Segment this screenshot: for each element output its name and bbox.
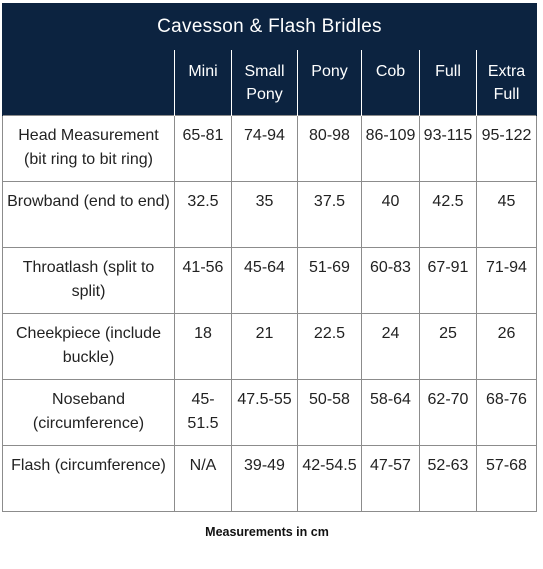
table-cell: N/A: [174, 445, 232, 512]
header-row: Mini Small Pony Pony Cob Full Extra Full: [2, 49, 537, 116]
table-cell: 62-70: [419, 379, 477, 446]
table-cell: 93-115: [419, 115, 477, 182]
row-label: Cheekpiece (include buckle): [2, 313, 175, 380]
table-cell: 26: [476, 313, 537, 380]
table-cell: 65-81: [174, 115, 232, 182]
table-cell: 35: [231, 181, 298, 248]
table-cell: 67-91: [419, 247, 477, 314]
row-label: Flash (circumference): [2, 445, 175, 512]
column-header-extra-full: Extra Full: [476, 49, 537, 116]
table-cell: 95-122: [476, 115, 537, 182]
column-header-pony: Pony: [297, 49, 362, 116]
table-cell: 45: [476, 181, 537, 248]
table-cell: 42.5: [419, 181, 477, 248]
table-cell: 60-83: [361, 247, 420, 314]
table-row-cheekpiece: Cheekpiece (include buckle) 18 21 22.5 2…: [2, 313, 537, 380]
table-cell: 74-94: [231, 115, 298, 182]
table-cell: 71-94: [476, 247, 537, 314]
row-label: Noseband (circumference): [2, 379, 175, 446]
table-row-browband: Browband (end to end) 32.5 35 37.5 40 42…: [2, 181, 537, 248]
sizing-table-container: Cavesson & Flash Bridles Mini Small Pony…: [2, 3, 537, 512]
table-cell: 39-49: [231, 445, 298, 512]
table-cell: 45-64: [231, 247, 298, 314]
column-header-small-pony: Small Pony: [231, 49, 298, 116]
table-cell: 22.5: [297, 313, 362, 380]
table-cell: 25: [419, 313, 477, 380]
table-row-throatlash: Throatlash (split to split) 41-56 45-64 …: [2, 247, 537, 314]
header-corner: [2, 49, 175, 116]
row-label: Head Measurement (bit ring to bit ring): [2, 115, 175, 182]
table-cell: 41-56: [174, 247, 232, 314]
table-row-head-measurement: Head Measurement (bit ring to bit ring) …: [2, 115, 537, 182]
table-cell: 51-69: [297, 247, 362, 314]
table-cell: 52-63: [419, 445, 477, 512]
column-header-cob: Cob: [361, 49, 420, 116]
table-cell: 24: [361, 313, 420, 380]
table-row-flash: Flash (circumference) N/A 39-49 42-54.5 …: [2, 445, 537, 512]
row-label: Throatlash (split to split): [2, 247, 175, 314]
table-cell: 42-54.5: [297, 445, 362, 512]
column-header-full: Full: [419, 49, 477, 116]
row-label: Browband (end to end): [2, 181, 175, 248]
table-cell: 47-57: [361, 445, 420, 512]
table-cell: 58-64: [361, 379, 420, 446]
table-cell: 18: [174, 313, 232, 380]
table-cell: 21: [231, 313, 298, 380]
table-cell: 86-109: [361, 115, 420, 182]
table-cell: 45-51.5: [174, 379, 232, 446]
table-title: Cavesson & Flash Bridles: [2, 3, 537, 50]
table-cell: 50-58: [297, 379, 362, 446]
table-cell: 57-68: [476, 445, 537, 512]
table-row-noseband: Noseband (circumference) 45-51.5 47.5-55…: [2, 379, 537, 446]
table-cell: 32.5: [174, 181, 232, 248]
table-cell: 80-98: [297, 115, 362, 182]
sizing-table: Cavesson & Flash Bridles Mini Small Pony…: [2, 3, 537, 512]
table-cell: 68-76: [476, 379, 537, 446]
footnote-units: Measurements in cm: [205, 525, 329, 539]
table-cell: 37.5: [297, 181, 362, 248]
column-header-mini: Mini: [174, 49, 232, 116]
title-row: Cavesson & Flash Bridles: [2, 3, 537, 50]
table-cell: 47.5-55: [231, 379, 298, 446]
table-cell: 40: [361, 181, 420, 248]
